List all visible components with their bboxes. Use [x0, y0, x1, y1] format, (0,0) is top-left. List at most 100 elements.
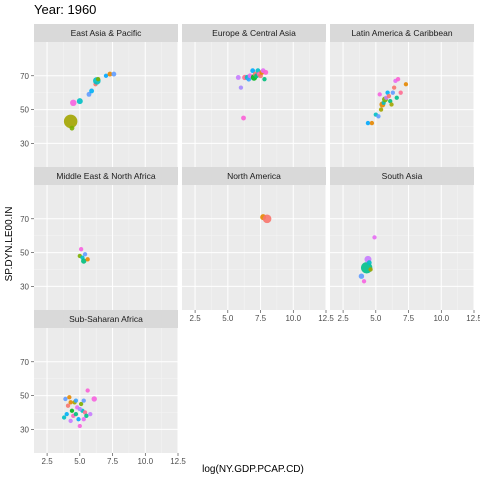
y-tick-label: 50 — [20, 106, 29, 115]
data-point — [103, 73, 109, 78]
facet-strip — [182, 24, 326, 42]
data-point — [389, 102, 394, 107]
facet-strip-label: Europe & Central Asia — [212, 28, 296, 38]
data-point — [250, 68, 256, 74]
panel-background — [182, 185, 326, 310]
data-point — [76, 98, 83, 105]
data-point — [85, 388, 90, 393]
data-point — [111, 71, 117, 77]
data-point — [63, 396, 68, 402]
data-point — [358, 273, 365, 279]
data-point — [77, 423, 82, 429]
x-tick-label: 7.5 — [107, 457, 119, 466]
facet-strip — [34, 167, 178, 185]
panel-background — [34, 42, 178, 167]
data-point — [361, 279, 367, 284]
facet-north-america: North America 2.5 5.0 7.5 10.0 12.5 — [182, 167, 334, 323]
data-point — [88, 411, 93, 417]
x-tick-label: 7.5 — [255, 314, 267, 323]
data-point — [73, 411, 79, 417]
y-axis-title: SP.DYN.LE00.IN — [4, 207, 15, 282]
data-point — [73, 398, 79, 403]
data-point — [77, 406, 82, 412]
data-point — [82, 252, 88, 257]
data-point — [377, 92, 382, 97]
facet-strip-label: East Asia & Pacific — [71, 28, 143, 38]
facet-sub-saharan-africa: Sub-Saharan Africa 30 50 70 2.5 5.0 7.5 10.0 12.… — [20, 310, 186, 466]
x-tick-label: 10.0 — [285, 314, 301, 323]
data-point — [76, 417, 81, 422]
data-point — [385, 90, 390, 95]
x-tick-label: 12.5 — [318, 314, 334, 323]
data-point — [68, 418, 73, 424]
panel-background — [182, 42, 326, 167]
data-point — [61, 415, 67, 420]
x-tick-label: 10.0 — [137, 457, 153, 466]
data-point — [82, 410, 88, 415]
panel-background — [34, 328, 178, 453]
facet-east-asia-and-pacific: East Asia & Pacific 30 50 70 — [20, 24, 179, 167]
data-point — [395, 77, 401, 82]
facet-europe-and-central-asia: Europe & Central Asia — [182, 24, 327, 167]
panel-background — [34, 185, 178, 310]
facet-strip-label: Latin America & Caribbean — [351, 28, 452, 38]
data-point — [78, 247, 84, 252]
facet-strip — [34, 310, 178, 328]
data-point — [84, 413, 89, 418]
x-tick-label: 5.0 — [222, 314, 234, 323]
data-point — [86, 91, 92, 97]
data-point — [235, 75, 241, 80]
y-tick-label: 30 — [20, 282, 29, 291]
x-tick-label: 7.5 — [403, 314, 415, 323]
data-point — [64, 411, 69, 417]
data-point — [403, 82, 409, 87]
data-point — [391, 85, 397, 90]
data-point — [390, 90, 395, 95]
y-tick-label: 30 — [20, 139, 29, 148]
data-point — [368, 267, 373, 272]
data-point — [107, 71, 113, 77]
facet-latin-america-and-caribbean: Latin America & Caribbean — [330, 24, 475, 167]
y-tick-label: 70 — [20, 72, 29, 81]
data-point — [78, 401, 84, 407]
x-axis-title: log(NY.GDP.PCAP.CD) — [202, 464, 304, 475]
x-tick-label: 12.5 — [466, 314, 480, 323]
data-point — [388, 98, 393, 104]
data-point — [67, 395, 72, 400]
y-tick-label: 70 — [20, 215, 29, 224]
y-tick-label: 50 — [20, 249, 29, 258]
data-point — [81, 398, 86, 403]
data-point — [263, 69, 269, 75]
facet-panels: East Asia & Pacific 30 50 70 Europe & Centra… — [20, 24, 480, 466]
x-tick-label: 5.0 — [370, 314, 382, 323]
data-point — [68, 400, 73, 405]
data-point — [366, 260, 372, 266]
x-tick-label: 10.0 — [433, 314, 449, 323]
x-tick-label: 2.5 — [42, 457, 54, 466]
data-point — [262, 77, 267, 82]
chart-title: Year: 1960 — [34, 2, 96, 17]
data-point — [70, 99, 77, 107]
data-point — [69, 408, 75, 413]
facet-strip — [330, 24, 474, 42]
data-point — [238, 85, 244, 90]
facet-strip — [34, 24, 178, 42]
panel-background — [330, 185, 474, 310]
facet-strip-label: North America — [227, 171, 281, 181]
data-point — [365, 120, 371, 126]
data-point — [95, 77, 101, 82]
facet-middle-east-and-north-africa: Middle East & North Africa 30 50 70 — [20, 167, 179, 310]
data-point — [241, 115, 246, 121]
data-point — [65, 403, 71, 408]
data-point — [386, 93, 392, 99]
data-point — [69, 125, 75, 131]
x-tick-label: 2.5 — [190, 314, 202, 323]
data-point — [85, 257, 90, 262]
facet-strip — [330, 167, 474, 185]
x-tick-label: 12.5 — [170, 457, 186, 466]
data-point — [89, 88, 95, 94]
data-point — [378, 107, 384, 112]
data-point — [63, 114, 78, 129]
data-point — [81, 258, 87, 264]
